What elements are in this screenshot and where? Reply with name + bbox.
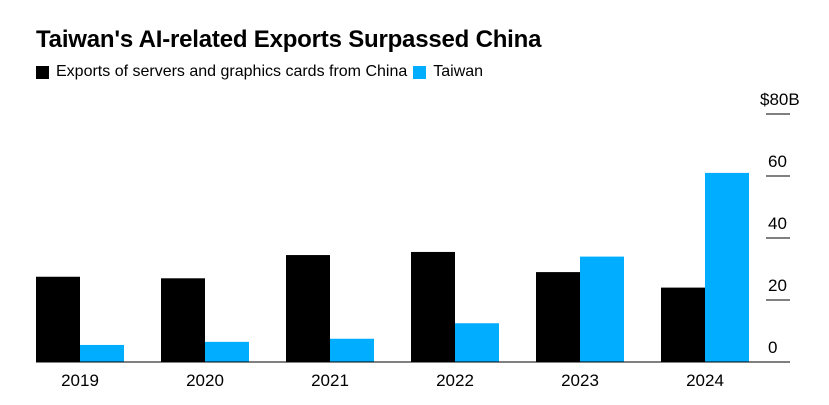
y-tick-label: 60 (768, 152, 787, 171)
x-tick-label: 2023 (561, 371, 599, 390)
y-tick-label: 20 (768, 276, 787, 295)
y-tick-label: 0 (768, 338, 777, 357)
x-tick-label: 2020 (186, 371, 224, 390)
bar-china (536, 272, 580, 362)
legend: Exports of servers and graphics cards fr… (36, 63, 489, 81)
legend-item-china: Exports of servers and graphics cards fr… (36, 63, 407, 81)
chart-title: Taiwan's AI-related Exports Surpassed Ch… (36, 26, 542, 53)
bar-taiwan (705, 172, 749, 362)
bar-taiwan (455, 323, 499, 362)
bar-china (411, 251, 455, 362)
bar-china (36, 276, 80, 362)
bar-taiwan (80, 344, 124, 362)
bar-taiwan (580, 256, 624, 362)
legend-swatch-taiwan (413, 65, 427, 79)
bar-china (286, 255, 330, 362)
x-tick-label: 2024 (686, 371, 724, 390)
x-tick-label: 2021 (311, 371, 349, 390)
bar-taiwan (330, 338, 374, 362)
bar-china (661, 287, 705, 362)
legend-label-china: Exports of servers and graphics cards fr… (56, 63, 408, 80)
bar-taiwan (205, 341, 249, 362)
legend-label-taiwan: Taiwan (433, 63, 484, 80)
y-tick-label: $80B (760, 90, 800, 109)
y-tick-label: 40 (768, 214, 787, 233)
x-tick-label: 2022 (436, 371, 474, 390)
bar-china (161, 278, 205, 362)
x-tick-label: 2019 (61, 371, 99, 390)
legend-item-taiwan: Taiwan (413, 63, 483, 81)
legend-swatch-china (36, 65, 49, 79)
